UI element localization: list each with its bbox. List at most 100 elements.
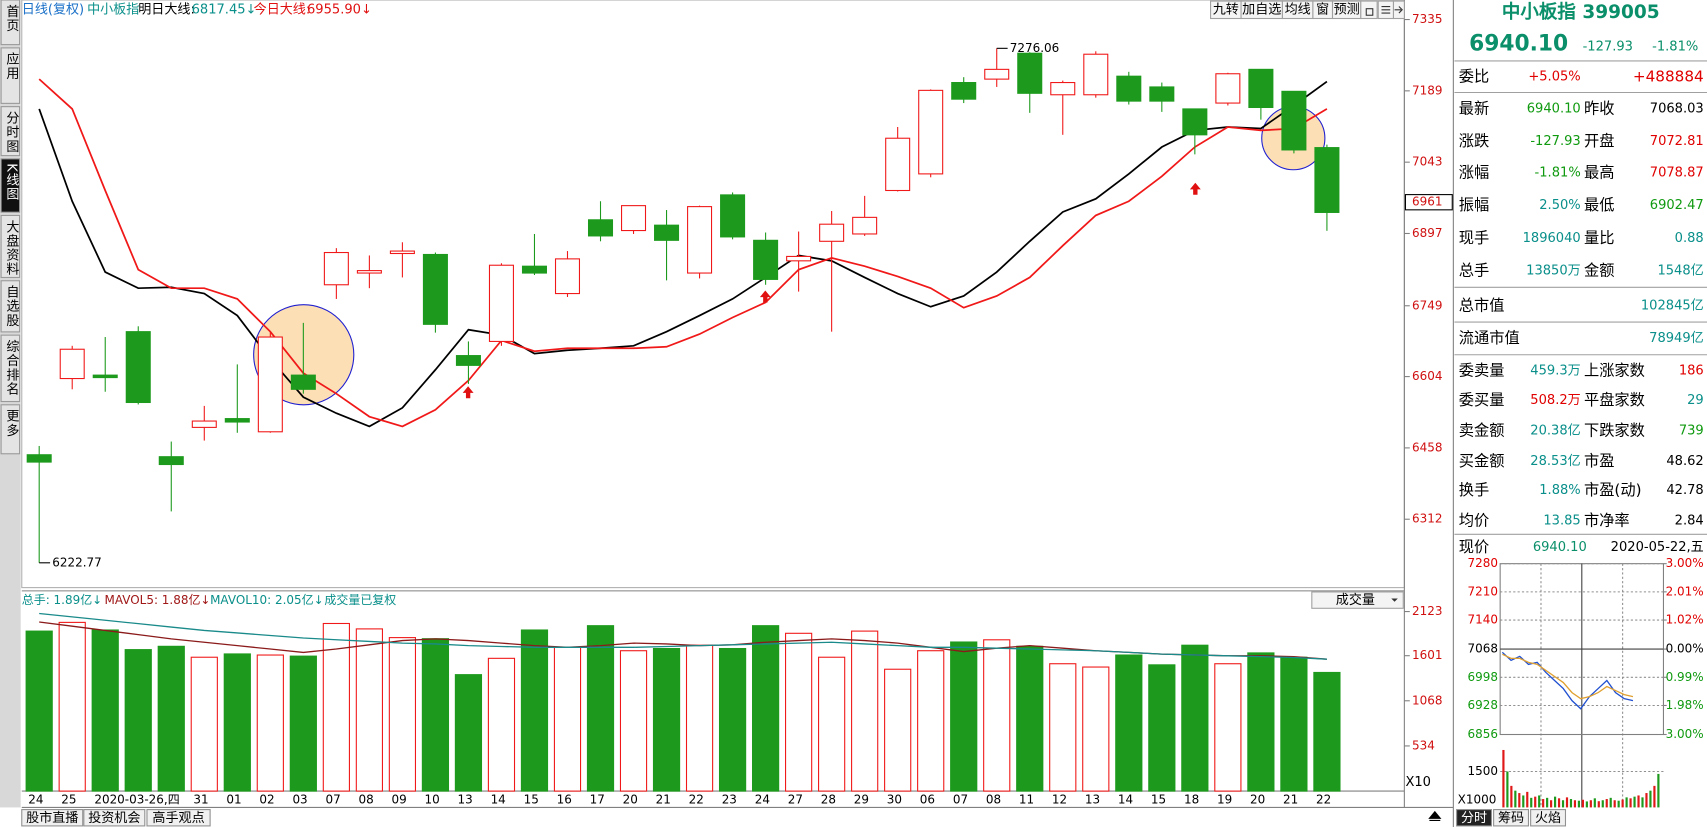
volume-bar xyxy=(421,638,450,792)
intraday-volume-bar xyxy=(1589,800,1592,808)
volume-bar xyxy=(983,639,1011,792)
intraday-volume-bar xyxy=(1522,795,1525,808)
sidebar-tab-label: 自选股 xyxy=(3,285,19,328)
intraday-volume-bar xyxy=(1514,790,1517,808)
sidebar-tab[interactable] xyxy=(0,47,21,104)
sidebar-tab[interactable] xyxy=(0,214,21,279)
corner-button[interactable] xyxy=(1493,809,1530,827)
quote-value: 1548亿 xyxy=(1657,263,1703,278)
intraday-volume-bar xyxy=(1633,796,1636,808)
bottom-tab[interactable] xyxy=(83,809,146,827)
candle-body xyxy=(687,206,713,274)
intraday-volume-bar xyxy=(1593,798,1596,808)
kline-chart: 6312 6458 6604 6749 6897 7043 7189 7335 6961 7276… xyxy=(26,12,1453,569)
sidebar-tab-label: 大盘资料 xyxy=(3,220,19,277)
quote-label: 总手 xyxy=(1459,261,1489,279)
sidebar-tab[interactable] xyxy=(0,404,21,455)
intraday-volume-bar xyxy=(1585,801,1588,808)
x-tick-label: 12 xyxy=(1052,792,1067,806)
x-tick-label: 15 xyxy=(524,792,539,806)
sidebar-tab-label: 综合排名 xyxy=(3,340,19,397)
y-tick-label: 7210 xyxy=(1468,584,1498,598)
quote-label: 总市值 xyxy=(1459,296,1505,314)
quote-value: 102845亿 xyxy=(1641,298,1704,313)
volume-bar xyxy=(487,657,516,792)
quote-change: -127.93 xyxy=(1583,39,1633,54)
candle-body xyxy=(92,374,118,379)
volume-bar xyxy=(785,632,813,792)
quote-label: 下跌家数 xyxy=(1584,421,1645,439)
candle-body xyxy=(1215,73,1241,104)
lock-button[interactable] xyxy=(1360,0,1378,20)
quote-label: 量比 xyxy=(1584,229,1614,247)
bottom-tab-label: 投资机会 xyxy=(88,810,140,826)
volume-bar xyxy=(685,644,714,792)
quote-label: 最新 xyxy=(1459,99,1489,117)
volume-bar xyxy=(718,647,747,792)
volume-menu[interactable] xyxy=(1311,591,1404,609)
x-tick-label: 08 xyxy=(986,792,1001,806)
x-tick-label: 13 xyxy=(458,792,473,806)
volume-bar xyxy=(223,653,251,792)
quote-value: 1896040 xyxy=(1523,231,1581,246)
y-tick-label: 7189 xyxy=(1412,83,1442,97)
candle-body xyxy=(753,239,779,280)
sidebar-tab[interactable] xyxy=(0,280,21,333)
signal-arrow xyxy=(462,386,474,399)
volume-bar xyxy=(1082,666,1110,792)
corner-buttons: 分时 筹码 火焰 xyxy=(1456,809,1567,827)
intraday-volume-bar xyxy=(1637,795,1640,808)
y2-tick-label: 2.01% xyxy=(1666,584,1704,598)
volume-bar xyxy=(917,650,945,792)
corner-button[interactable] xyxy=(1456,809,1492,827)
quote-label: 市盈 xyxy=(1584,452,1614,470)
volume-bar xyxy=(751,625,780,792)
volume-bar xyxy=(454,674,483,792)
intraday-volume-bar xyxy=(1518,793,1521,808)
quote-label: 最高 xyxy=(1584,164,1614,182)
x-tick-label: 24 xyxy=(755,792,770,806)
sidebar-tab[interactable] xyxy=(0,106,21,157)
intraday-volume-bar xyxy=(1561,800,1565,808)
intraday-volume-bar xyxy=(1550,800,1553,808)
volume-bar xyxy=(322,622,350,792)
collapse-icon xyxy=(1394,6,1403,14)
intraday-volume-bar xyxy=(1609,797,1612,808)
sidebar-tab[interactable] xyxy=(0,0,21,46)
corner-button[interactable] xyxy=(1530,809,1567,827)
y-tick-label: 534 xyxy=(1412,738,1435,752)
candle-body xyxy=(1116,75,1142,102)
volume-bar xyxy=(157,645,185,792)
bottom-tab[interactable] xyxy=(21,809,84,827)
intraday-volume-bar xyxy=(1645,793,1648,808)
candle-body xyxy=(885,137,911,192)
volume-bar xyxy=(1016,645,1044,792)
candle-body xyxy=(59,348,85,380)
mini-title: 现价 xyxy=(1459,538,1489,556)
candle-body xyxy=(654,224,680,241)
quote-value: 739 xyxy=(1679,423,1704,438)
today-label: 今日大线: xyxy=(254,1,311,17)
y-tick-label: 6998 xyxy=(1468,670,1498,684)
sidebar-tab[interactable] xyxy=(0,158,21,213)
y-tick-label: 6312 xyxy=(1412,512,1442,526)
candle-body xyxy=(422,253,448,325)
volume-bar xyxy=(91,629,119,792)
y-tick-label: 7280 xyxy=(1468,556,1498,570)
toolbar-label: 加自选 xyxy=(1242,2,1281,17)
quote-label: 委卖量 xyxy=(1459,362,1505,380)
scroll-top-icon[interactable] xyxy=(1428,810,1442,822)
intraday-volume-bar xyxy=(1534,796,1537,808)
quote-value: 186 xyxy=(1679,364,1704,379)
quote-value: 0.88 xyxy=(1675,231,1704,246)
bottom-tab[interactable] xyxy=(146,809,211,827)
volume-bar xyxy=(355,628,383,792)
period-label: 日线(复权) xyxy=(22,1,84,17)
volume-bar xyxy=(884,668,912,792)
quote-value: 459.3万 xyxy=(1530,364,1580,379)
y-tick-label: 7068 xyxy=(1468,642,1498,656)
sidebar-tab[interactable] xyxy=(0,334,21,403)
intraday-volume-bar xyxy=(1553,796,1557,808)
volume-bar xyxy=(25,630,53,792)
intraday-volume-bar xyxy=(1538,795,1541,808)
